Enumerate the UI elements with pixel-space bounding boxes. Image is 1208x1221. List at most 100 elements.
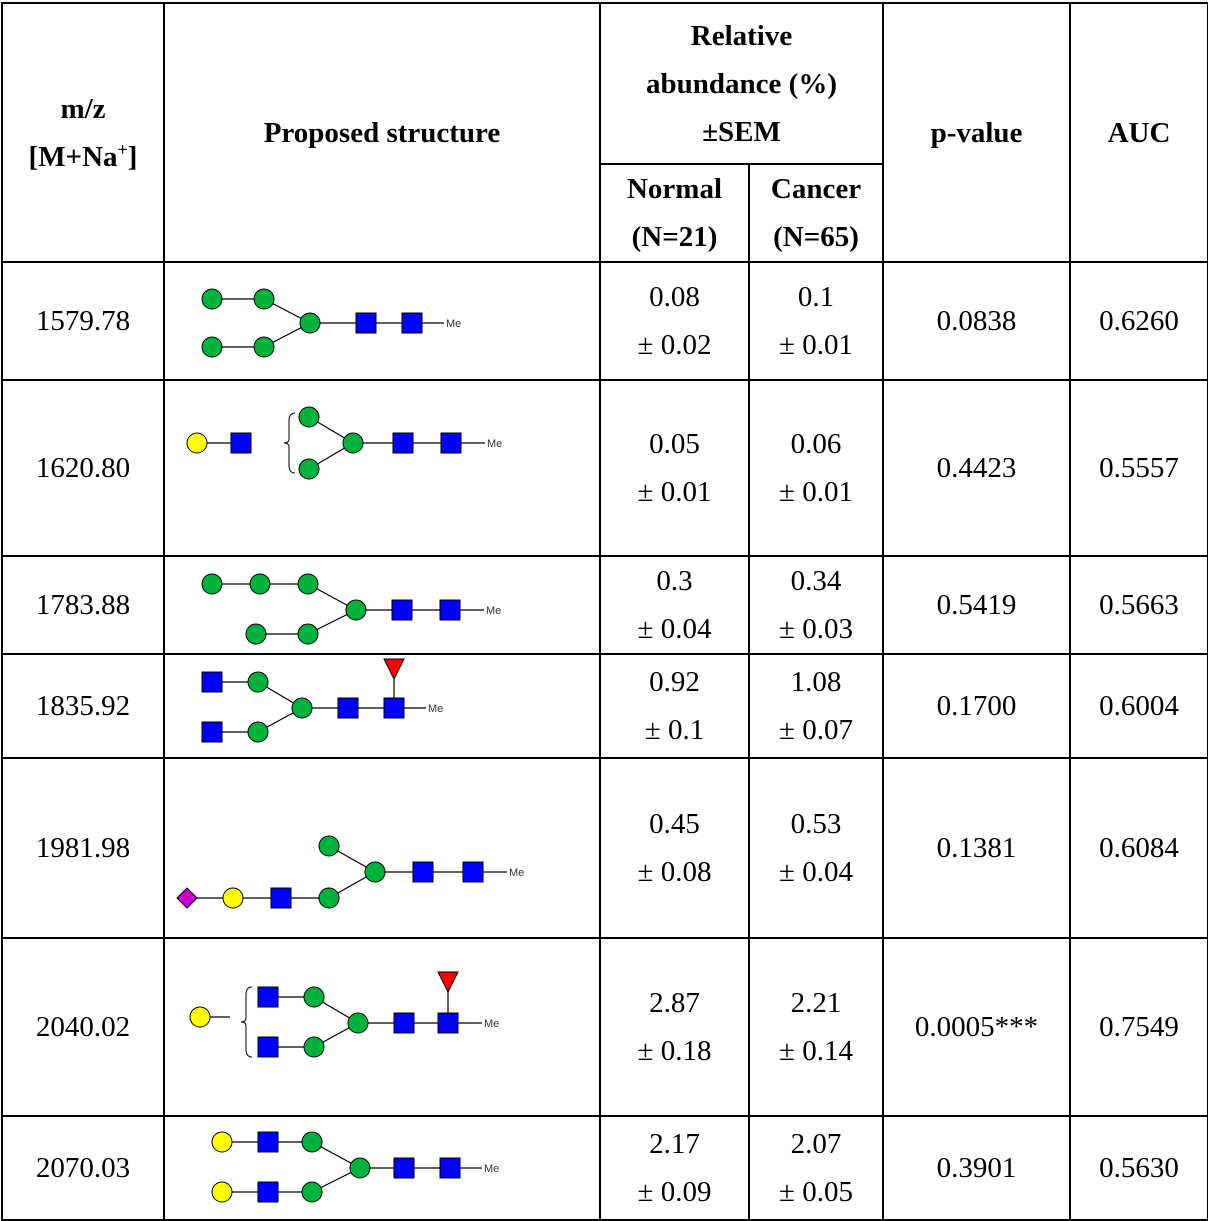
glycan-structure-icon: Me — [211, 1131, 499, 1203]
glycan-structure-icon: Me — [201, 288, 461, 358]
mannose-icon — [318, 835, 340, 857]
glycan-structure-icon: Me — [176, 835, 524, 909]
glycan-structure-icon: Me — [201, 658, 443, 743]
auc-cell: 0.5630 — [1069, 1115, 1208, 1221]
glcnac-icon — [462, 861, 484, 883]
header-abundance: Relative abundance (%) ±SEM — [598, 2, 885, 165]
cancer-cell: 2.21 ± 0.14 — [747, 937, 885, 1117]
mannose-icon — [297, 623, 319, 645]
galactose-icon — [222, 887, 244, 909]
pvalue-cell: 0.0838 — [882, 261, 1072, 381]
normal-cell: 0.08 ± 0.02 — [599, 261, 750, 381]
header-mz: m/z [M+Na+] — [1, 2, 165, 263]
table-row: 1783.88 Me 0.3 ± 0.04 0.34 ± 0.03 0.5419 0.5663 — [1, 555, 1208, 655]
glcnac-icon — [201, 721, 223, 743]
normal-cell: 0.92 ± 0.1 — [599, 653, 750, 759]
mannose-icon — [247, 721, 269, 743]
auc-cell: 0.5663 — [1069, 555, 1208, 655]
methyl-label: Me — [446, 318, 461, 330]
mannose-icon — [201, 288, 223, 310]
sialic-acid-icon — [176, 887, 198, 909]
table-row: 2070.03 Me 2.17 ± 0.09 2.07 ± 0.05 0.3901 0.563… — [1, 1115, 1208, 1221]
mannose-icon — [364, 861, 386, 883]
header-normal: Normal (N=21) — [599, 163, 750, 263]
pvalue-cell: 0.1381 — [882, 757, 1072, 939]
auc-cell: 0.7549 — [1069, 937, 1208, 1117]
header-mz-line1: m/z — [60, 92, 106, 125]
glcnac-icon — [439, 599, 461, 621]
mz-cell: 1981.98 — [1, 757, 165, 939]
glcnac-icon — [393, 1012, 415, 1034]
auc-cell: 0.6004 — [1069, 653, 1208, 759]
mannose-icon — [297, 573, 319, 595]
normal-cell: 2.17 ± 0.09 — [599, 1115, 750, 1221]
normal-cell: 0.05 ± 0.01 — [599, 379, 750, 557]
table-row: 1579.78 Me 0.08 ± 0.02 0.1 ± 0.01 0.0838 0.6260 — [1, 261, 1208, 381]
mannose-icon — [301, 1131, 323, 1153]
header-auc: AUC — [1069, 2, 1208, 263]
auc-cell: 0.6084 — [1069, 757, 1208, 939]
glcnac-icon — [393, 1157, 415, 1179]
galactose-icon — [189, 1006, 211, 1028]
methyl-label: Me — [486, 605, 501, 617]
mannose-icon — [318, 887, 340, 909]
mannose-icon — [201, 336, 223, 358]
glcnac-icon — [401, 312, 423, 334]
mannose-icon — [345, 599, 367, 621]
structure-cell: Me — [163, 757, 601, 939]
brace-icon — [240, 986, 253, 1058]
glcnac-icon — [391, 599, 413, 621]
auc-cell: 0.6260 — [1069, 261, 1208, 381]
cancer-cell: 2.07 ± 0.05 — [747, 1115, 885, 1221]
auc-cell: 0.5557 — [1069, 379, 1208, 557]
structure-cell: Me — [163, 379, 601, 557]
mannose-icon — [298, 458, 320, 480]
galactose-icon — [211, 1131, 233, 1153]
glcnac-icon — [257, 1036, 279, 1058]
table-row: 1981.98 Me 0.45 ± 0.08 0.53 ± 0.04 0.1381 0.608… — [1, 757, 1208, 939]
mannose-icon — [347, 1012, 369, 1034]
mannose-icon — [249, 573, 271, 595]
structure-cell: Me — [163, 261, 601, 381]
pvalue-cell: 0.4423 — [882, 379, 1072, 557]
glcnac-icon — [201, 671, 223, 693]
pvalue-cell: 0.1700 — [882, 653, 1072, 759]
header-cancer: Cancer (N=65) — [747, 163, 885, 263]
brace-icon — [283, 412, 296, 474]
structure-cell: Me — [163, 555, 601, 655]
mannose-icon — [301, 1181, 323, 1203]
glcnac-icon — [270, 887, 292, 909]
mannose-icon — [342, 432, 364, 454]
table-row: 1620.80 Me 0.05 ± 0.01 0.06 ± 0.01 0.4423 0.555… — [1, 379, 1208, 557]
mannose-icon — [298, 406, 320, 428]
cancer-cell: 0.1 ± 0.01 — [747, 261, 885, 381]
mannose-icon — [291, 697, 313, 719]
glcnac-icon — [257, 1131, 279, 1153]
cancer-cell: 0.06 ± 0.01 — [747, 379, 885, 557]
galactose-icon — [186, 432, 208, 454]
glycan-structure-icon: Me — [186, 406, 502, 480]
glcnac-icon — [412, 861, 434, 883]
header-structure: Proposed structure — [163, 2, 601, 263]
methyl-label: Me — [487, 438, 502, 450]
header-pvalue: p-value — [882, 2, 1072, 263]
mannose-icon — [299, 312, 321, 334]
glcnac-icon — [257, 1181, 279, 1203]
cancer-cell: 0.34 ± 0.03 — [747, 555, 885, 655]
mz-cell: 1783.88 — [1, 555, 165, 655]
glcnac-icon — [337, 697, 359, 719]
mannose-icon — [303, 1036, 325, 1058]
mz-cell: 2040.02 — [1, 937, 165, 1117]
methyl-label: Me — [428, 703, 443, 715]
structure-cell: Me — [163, 653, 601, 759]
structure-cell: Me — [163, 1115, 601, 1221]
glcnac-icon — [439, 1157, 461, 1179]
methyl-label: Me — [509, 867, 524, 879]
mannose-icon — [303, 986, 325, 1008]
methyl-label: Me — [484, 1018, 499, 1030]
galactose-icon — [211, 1181, 233, 1203]
mannose-icon — [247, 671, 269, 693]
mannose-icon — [245, 623, 267, 645]
mannose-icon — [253, 336, 275, 358]
